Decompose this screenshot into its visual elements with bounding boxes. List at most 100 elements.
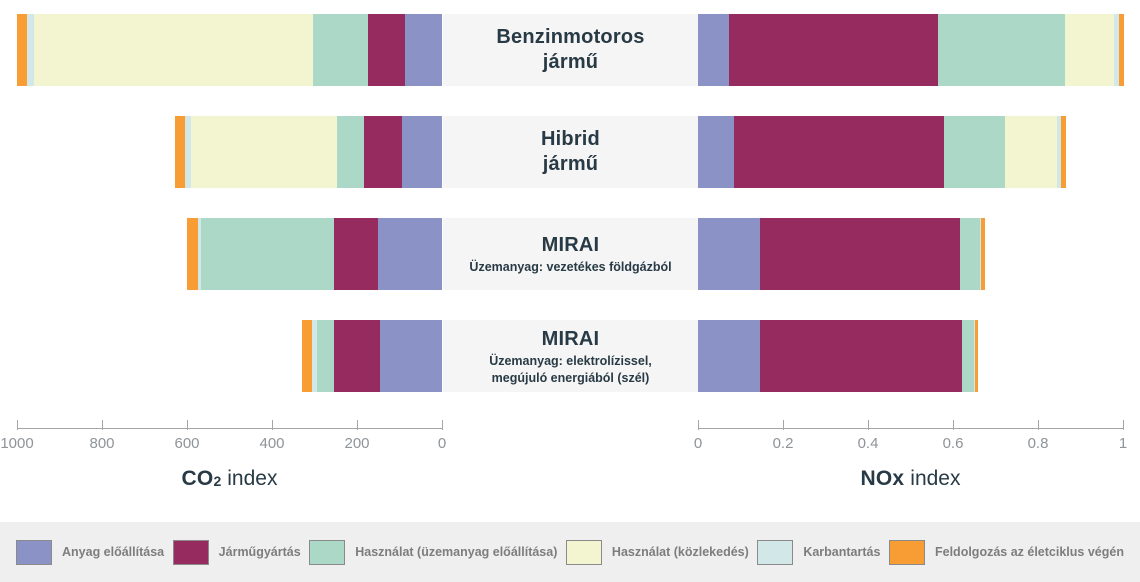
co2-bar-hibrid xyxy=(17,116,442,188)
bar-segment-karbantartas xyxy=(1114,14,1120,86)
tick-label: 0 xyxy=(693,435,703,452)
tick-mark xyxy=(271,420,273,430)
co2-axis-line xyxy=(17,428,442,429)
co2-bar-mirai-foldgaz xyxy=(17,218,442,290)
legend-item-karbantartas: Karbantartás xyxy=(757,539,881,565)
co2-axis-title: CO2 index xyxy=(17,467,442,491)
tick-label: 1 xyxy=(1118,435,1128,452)
bar-segment-karbantartas xyxy=(185,116,191,188)
bar-segment-kozlekedes xyxy=(190,116,338,188)
row-label-benzin: Benzinmotoros jármű xyxy=(443,14,698,86)
legend-label: Használat (üzemanyag előállítása) xyxy=(355,545,558,559)
bar-segment-uzemanyag xyxy=(316,320,335,392)
row-sublabel-line: Üzemanyag: elektrolízissel, xyxy=(489,353,652,368)
feldolgozas-color-swatch xyxy=(889,539,925,565)
kozlekedes-color-swatch xyxy=(565,539,602,565)
nox-axis-title-main: NOx xyxy=(860,467,905,490)
legend-item-feldolgozas: Feldolgozás az életciklus végén xyxy=(889,539,1124,565)
bar-segment-gyartas xyxy=(733,116,944,188)
bar-segment-kozlekedes xyxy=(1065,14,1115,86)
chart-row-mirai-szel: MIRAI Üzemanyag: elektrolízissel, megújuló… xyxy=(0,320,1140,392)
bar-segment-gyartas xyxy=(760,218,961,290)
bar-segment-uzemanyag xyxy=(312,14,369,86)
row-title-line: MIRAI xyxy=(541,327,600,350)
tick-label: 0.8 xyxy=(1027,435,1049,452)
bar-segment-gyartas xyxy=(368,14,405,86)
row-sublabel-line: Üzemanyag: vezetékes földgázból xyxy=(469,260,672,274)
tick-mark xyxy=(356,420,358,430)
nox-axis-line xyxy=(698,428,1123,429)
bar-segment-gyartas xyxy=(363,116,403,188)
row-title-line: jármű xyxy=(542,51,599,73)
bar-segment-feldolgozas xyxy=(1061,116,1067,188)
bar-segment-anyag xyxy=(698,218,761,290)
tick-mark xyxy=(101,420,103,430)
tick-mark xyxy=(952,420,954,430)
nox-axis-title: NOx index xyxy=(698,467,1123,491)
tick-label: 0.2 xyxy=(772,435,794,452)
bar-segment-anyag xyxy=(698,320,761,392)
bar-segment-gyartas xyxy=(729,14,938,86)
tick-label: 0.4 xyxy=(857,435,879,452)
legend-label: Karbantartás xyxy=(803,545,881,559)
tick-mark xyxy=(867,420,869,430)
uzemanyag-color-swatch xyxy=(309,539,346,565)
chart-row-hibrid: Hibrid jármű xyxy=(0,116,1140,188)
tick-label: 200 xyxy=(344,435,370,452)
bar-segment-uzemanyag xyxy=(201,218,335,290)
bar-segment-anyag xyxy=(404,14,442,86)
co2-axis-title-rest: index xyxy=(227,467,278,490)
bar-segment-gyartas xyxy=(334,218,378,290)
gyartas-color-swatch xyxy=(172,539,209,565)
chart-row-mirai-foldgaz: MIRAI Üzemanyag: vezetékes földgázból xyxy=(0,218,1140,290)
bar-segment-anyag xyxy=(698,14,730,86)
co2-bar-mirai-szel xyxy=(17,320,442,392)
bar-segment-kozlekedes xyxy=(1005,116,1057,188)
bar-segment-anyag xyxy=(377,218,442,290)
tick-label: 800 xyxy=(89,435,115,452)
bar-segment-anyag xyxy=(402,116,442,188)
row-label-mirai-szel: MIRAI Üzemanyag: elektrolízissel, megújuló… xyxy=(443,320,698,392)
bar-segment-karbantartas xyxy=(973,320,975,392)
bar-segment-karbantartas xyxy=(312,320,317,392)
anyag-color-swatch xyxy=(16,539,52,565)
nox-axis: 0 0.2 0.4 0.6 0.8 1 xyxy=(694,420,1127,466)
tick-label: 400 xyxy=(259,435,285,452)
row-title-line: Hibrid xyxy=(541,128,600,150)
bar-segment-karbantartas xyxy=(197,218,202,290)
row-sublabel-line: megújuló energiából (szél) xyxy=(491,370,650,385)
bar-segment-gyartas xyxy=(760,320,962,392)
bar-segment-feldolgozas xyxy=(1119,14,1125,86)
bar-segment-anyag xyxy=(698,116,734,188)
tick-mark xyxy=(1037,420,1039,430)
legend-label: Járműgyártás xyxy=(218,545,301,559)
bar-segment-uzemanyag xyxy=(960,218,981,290)
legend-label: Feldolgozás az életciklus végén xyxy=(935,545,1124,559)
legend-item-kozlekedes: Használat (közlekedés) xyxy=(565,539,749,565)
row-label-hibrid: Hibrid jármű xyxy=(443,116,698,188)
bar-segment-feldolgozas xyxy=(301,320,313,392)
tick-mark xyxy=(186,420,188,430)
legend: Anyag előállítása Járműgyártás Használat (… xyxy=(0,522,1140,582)
co2-bar-benzin xyxy=(17,14,442,86)
tick-label: 0 xyxy=(437,435,447,452)
tick-mark xyxy=(782,420,784,430)
legend-label: Használat (közlekedés) xyxy=(611,545,749,559)
tick-label: 600 xyxy=(174,435,200,452)
tick-mark xyxy=(441,420,443,430)
bar-segment-feldolgozas xyxy=(981,218,985,290)
nox-bar-benzin xyxy=(698,14,1125,86)
chart-row-benzin: Benzinmotoros jármű xyxy=(0,14,1140,86)
row-title-line: MIRAI xyxy=(541,234,600,256)
tick-label: 0.6 xyxy=(942,435,964,452)
row-title-line: jármű xyxy=(542,153,599,175)
bar-segment-kozlekedes xyxy=(34,14,313,86)
bar-segment-feldolgozas xyxy=(186,218,198,290)
bar-segment-feldolgozas xyxy=(974,320,979,392)
legend-label: Anyag előállítása xyxy=(62,545,165,559)
nox-bar-hibrid xyxy=(698,116,1124,188)
co2-axis-title-main: CO xyxy=(181,467,214,490)
tick-mark xyxy=(1122,420,1124,430)
bar-segment-feldolgozas xyxy=(175,116,186,188)
